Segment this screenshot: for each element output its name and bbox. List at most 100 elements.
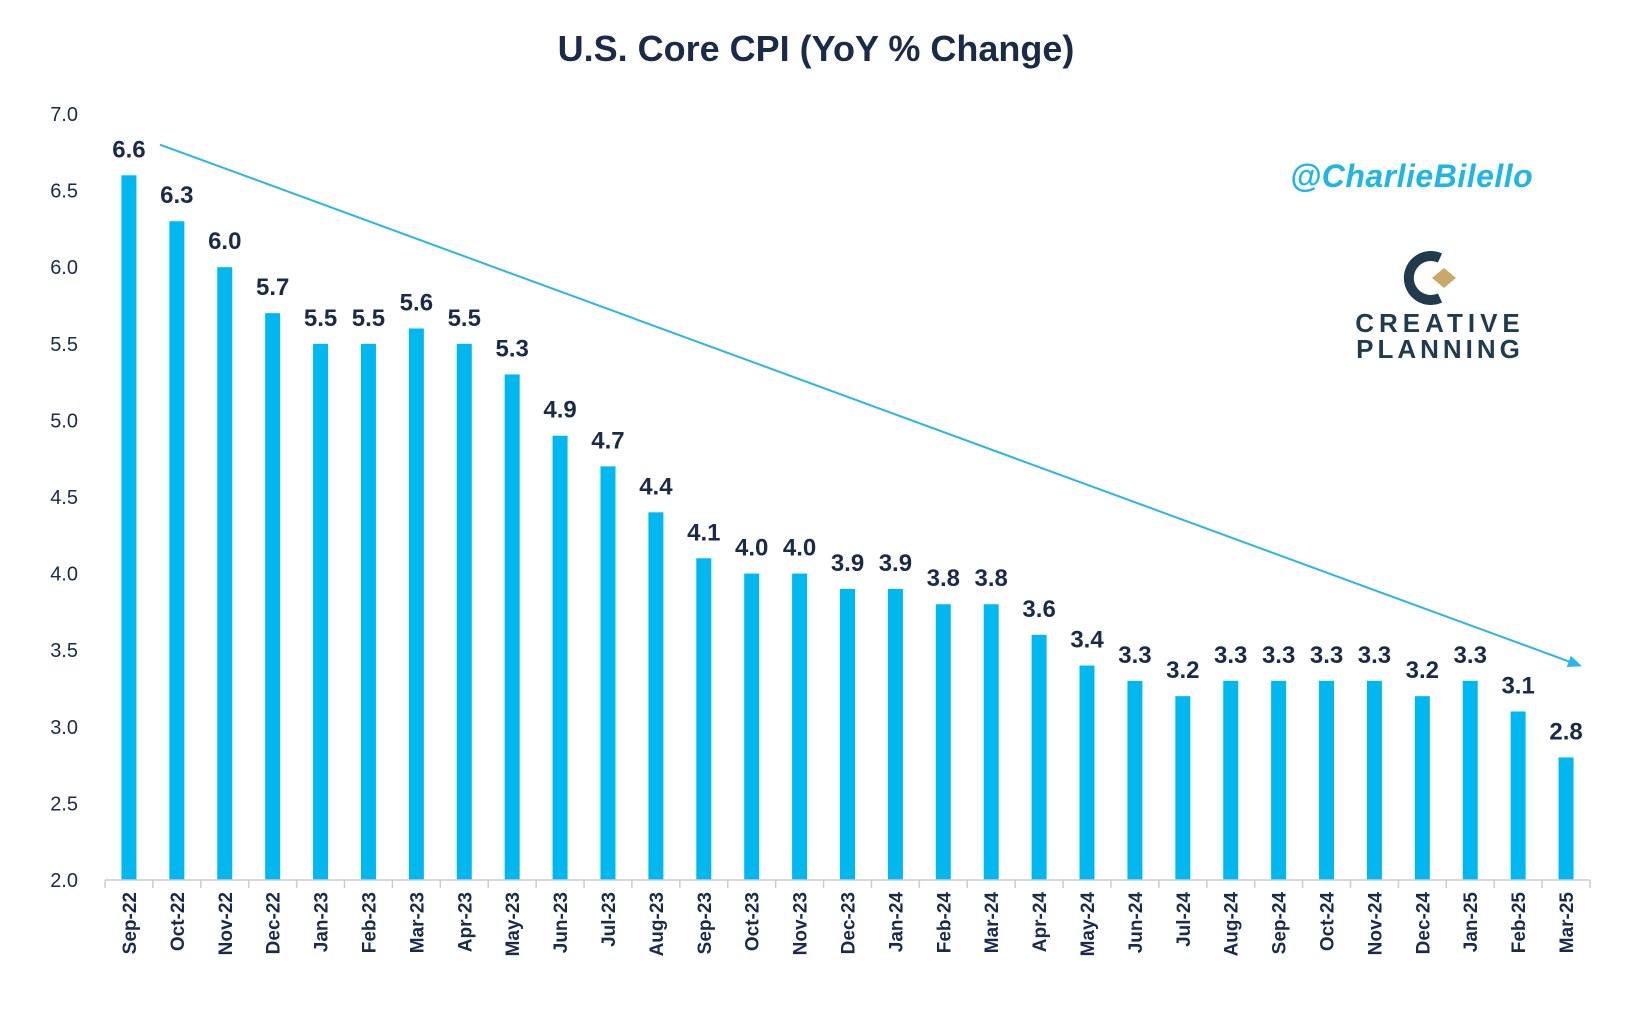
- data-label: 4.0: [783, 535, 816, 562]
- x-tick-label: Mar-24: [982, 892, 1003, 954]
- bar: [1223, 680, 1239, 880]
- x-tick-label: Feb-24: [934, 892, 955, 954]
- data-label: 3.4: [1070, 627, 1104, 654]
- data-label: 3.3: [1310, 642, 1343, 669]
- data-label: 5.3: [495, 335, 528, 362]
- x-tick-label: Mar-23: [407, 892, 428, 953]
- bar: [265, 313, 281, 880]
- data-label: 4.1: [687, 519, 720, 546]
- data-labels: 6.6 6.3 6.0 5.7 5.5 5.5 5.6 5.5 5.3 4.9 4.7 4.4 4.1 4…: [112, 136, 1582, 745]
- y-tick-label: 7.0: [50, 104, 78, 126]
- bar: [1271, 680, 1287, 880]
- x-tick-label: Apr-24: [1030, 892, 1051, 953]
- bar: [840, 588, 855, 880]
- x-tick-label: Sep-23: [695, 892, 716, 954]
- x-tick-label: Jun-24: [1126, 892, 1147, 954]
- data-label: 3.3: [1118, 642, 1151, 669]
- data-label: 4.4: [639, 473, 673, 500]
- data-label: 4.0: [735, 535, 768, 562]
- y-tick-label: 2.5: [50, 793, 78, 815]
- data-label: 6.0: [208, 228, 241, 255]
- data-label: 3.2: [1406, 657, 1439, 684]
- bar: [1414, 696, 1430, 880]
- author-handle: @CharlieBilello: [1290, 158, 1534, 194]
- x-tick-label: Oct-24: [1318, 892, 1339, 952]
- data-label: 5.5: [448, 305, 481, 332]
- data-label: 6.6: [112, 136, 145, 163]
- bar: [1079, 665, 1095, 880]
- bar: [456, 343, 472, 880]
- x-tick-label: Aug-23: [647, 892, 668, 956]
- bar: [360, 343, 376, 880]
- bar: [1031, 634, 1047, 880]
- y-tick-label: 4.0: [50, 564, 78, 586]
- bars: [121, 175, 1574, 881]
- logo-icon: [1403, 251, 1456, 305]
- bar: [169, 221, 185, 881]
- bar: [983, 604, 999, 880]
- x-tick-label: Dec-24: [1413, 892, 1434, 955]
- data-label: 3.3: [1214, 642, 1247, 669]
- data-label: 3.6: [1022, 596, 1055, 623]
- bar: [792, 573, 808, 880]
- bar: [1175, 696, 1191, 880]
- y-tick-label: 4.5: [50, 487, 78, 509]
- data-label: 3.8: [927, 565, 960, 592]
- x-tick-label: Sep-24: [1270, 892, 1291, 955]
- y-tick-label: 6.0: [50, 257, 78, 279]
- data-label: 3.9: [831, 550, 864, 577]
- x-tick-label: Jul-24: [1174, 892, 1195, 947]
- y-tick-label: 3.5: [50, 640, 78, 662]
- x-tick-label: Dec-23: [839, 892, 860, 954]
- trend-arrow: [159, 143, 1582, 668]
- bar: [1510, 711, 1526, 880]
- data-label: 5.6: [400, 289, 433, 316]
- data-label: 2.8: [1549, 718, 1582, 745]
- data-label: 5.7: [256, 274, 289, 301]
- bar: [504, 374, 520, 880]
- x-tick-label: Aug-24: [1222, 892, 1243, 957]
- x-tick-label: Jan-23: [312, 892, 333, 952]
- x-tick-label: Feb-25: [1509, 892, 1530, 954]
- y-tick-label: 3.0: [50, 717, 78, 739]
- bar: [744, 573, 760, 880]
- trend-line-group: [159, 143, 1582, 668]
- x-tick-label: Nov-23: [791, 892, 812, 955]
- x-tick-label: Jul-23: [599, 892, 620, 947]
- data-label: 3.2: [1166, 657, 1199, 684]
- data-label: 3.3: [1454, 642, 1487, 669]
- bar: [1558, 757, 1574, 880]
- x-tick-label: Nov-24: [1365, 892, 1386, 956]
- y-tick-label: 5.5: [50, 334, 78, 356]
- chart-title: U.S. Core CPI (YoY % Change): [557, 28, 1075, 69]
- bar: [648, 512, 664, 880]
- x-tick-label: Feb-23: [359, 892, 380, 953]
- bar: [696, 558, 712, 880]
- logo-text-line2: PLANNING: [1356, 334, 1524, 364]
- data-label: 3.3: [1358, 642, 1391, 669]
- x-tick-label: Oct-22: [168, 892, 189, 951]
- creative-planning-logo: CREATIVE PLANNING: [1355, 251, 1525, 364]
- data-label: 5.5: [304, 305, 337, 332]
- bar: [887, 588, 903, 880]
- bar: [935, 604, 951, 880]
- x-tick-label: Mar-25: [1557, 892, 1578, 954]
- x-tick-label: Jan-24: [886, 892, 907, 953]
- x-tick-label: Jun-23: [551, 892, 572, 953]
- data-label: 3.9: [879, 550, 912, 577]
- x-tick-label: Oct-23: [743, 892, 764, 951]
- data-label: 5.5: [352, 305, 385, 332]
- bar: [217, 267, 233, 880]
- x-tick-label: May-24: [1078, 892, 1099, 957]
- bar: [408, 328, 424, 881]
- data-label: 3.3: [1262, 642, 1295, 669]
- y-tick-label: 2.0: [50, 870, 78, 892]
- y-tick-label: 6.5: [50, 181, 78, 203]
- bar: [121, 175, 137, 880]
- bar: [1366, 680, 1382, 880]
- bar: [313, 343, 329, 880]
- logo-text-line1: CREATIVE: [1355, 308, 1525, 338]
- data-label: 4.9: [543, 397, 576, 424]
- x-tick-label: Dec-22: [264, 892, 285, 954]
